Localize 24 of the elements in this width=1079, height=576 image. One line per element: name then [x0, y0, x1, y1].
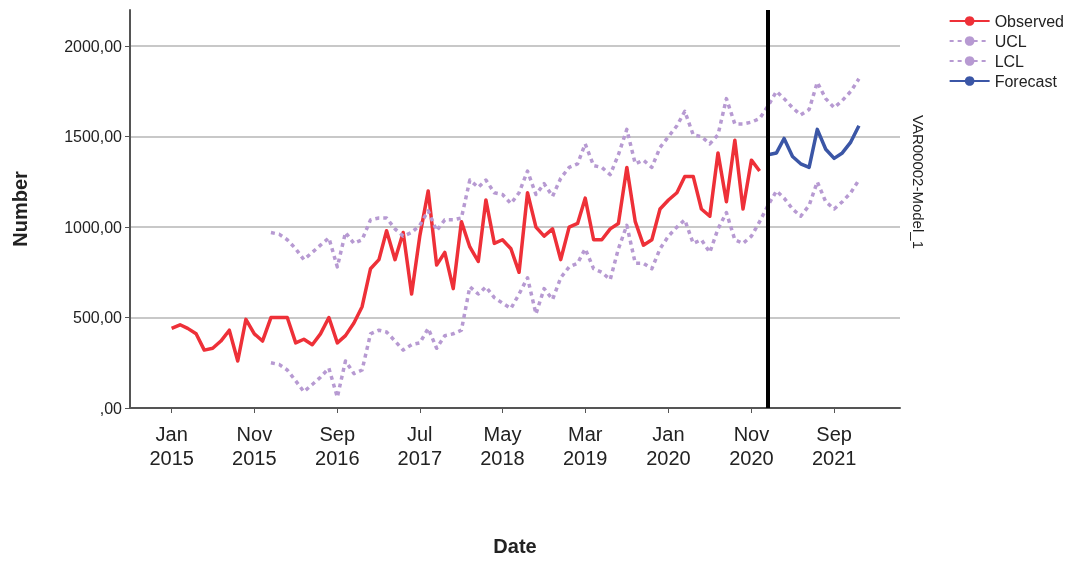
legend-label: Forecast: [994, 72, 1058, 90]
x-tick-label: Jul 2017: [397, 423, 443, 469]
x-tick-label: Jan 2020: [646, 423, 691, 469]
x-tick-label: Nov 2020: [729, 423, 774, 469]
y-tick-label: 2000,00: [64, 37, 123, 55]
x-tick-label: Nov 2015: [232, 423, 277, 469]
x-tick-label: Sep 2021: [811, 423, 857, 469]
legend-label: LCL: [994, 52, 1025, 70]
legend-label: UCL: [994, 32, 1027, 50]
x-tick-label: Jan 2015: [149, 423, 194, 469]
line-series: [169, 138, 762, 363]
line-series: [269, 178, 861, 399]
x-tick-label: Mar 2019: [562, 423, 608, 469]
x-tick-label: Sep 2016: [315, 423, 360, 469]
text: VAR00002-Model_1: [909, 115, 927, 249]
x-tick-label: May 2018: [480, 423, 525, 469]
legend-label: Observed: [994, 12, 1065, 30]
y-tick-label: ,00: [99, 399, 123, 417]
y-tick-label: 1500,00: [64, 128, 123, 146]
y-axis-title: Number: [9, 171, 31, 247]
y-tick-label: 500,00: [73, 309, 123, 327]
line-series: [269, 77, 861, 269]
x-axis-title: Date: [493, 535, 537, 557]
y-tick-label: 1000,00: [64, 218, 123, 236]
